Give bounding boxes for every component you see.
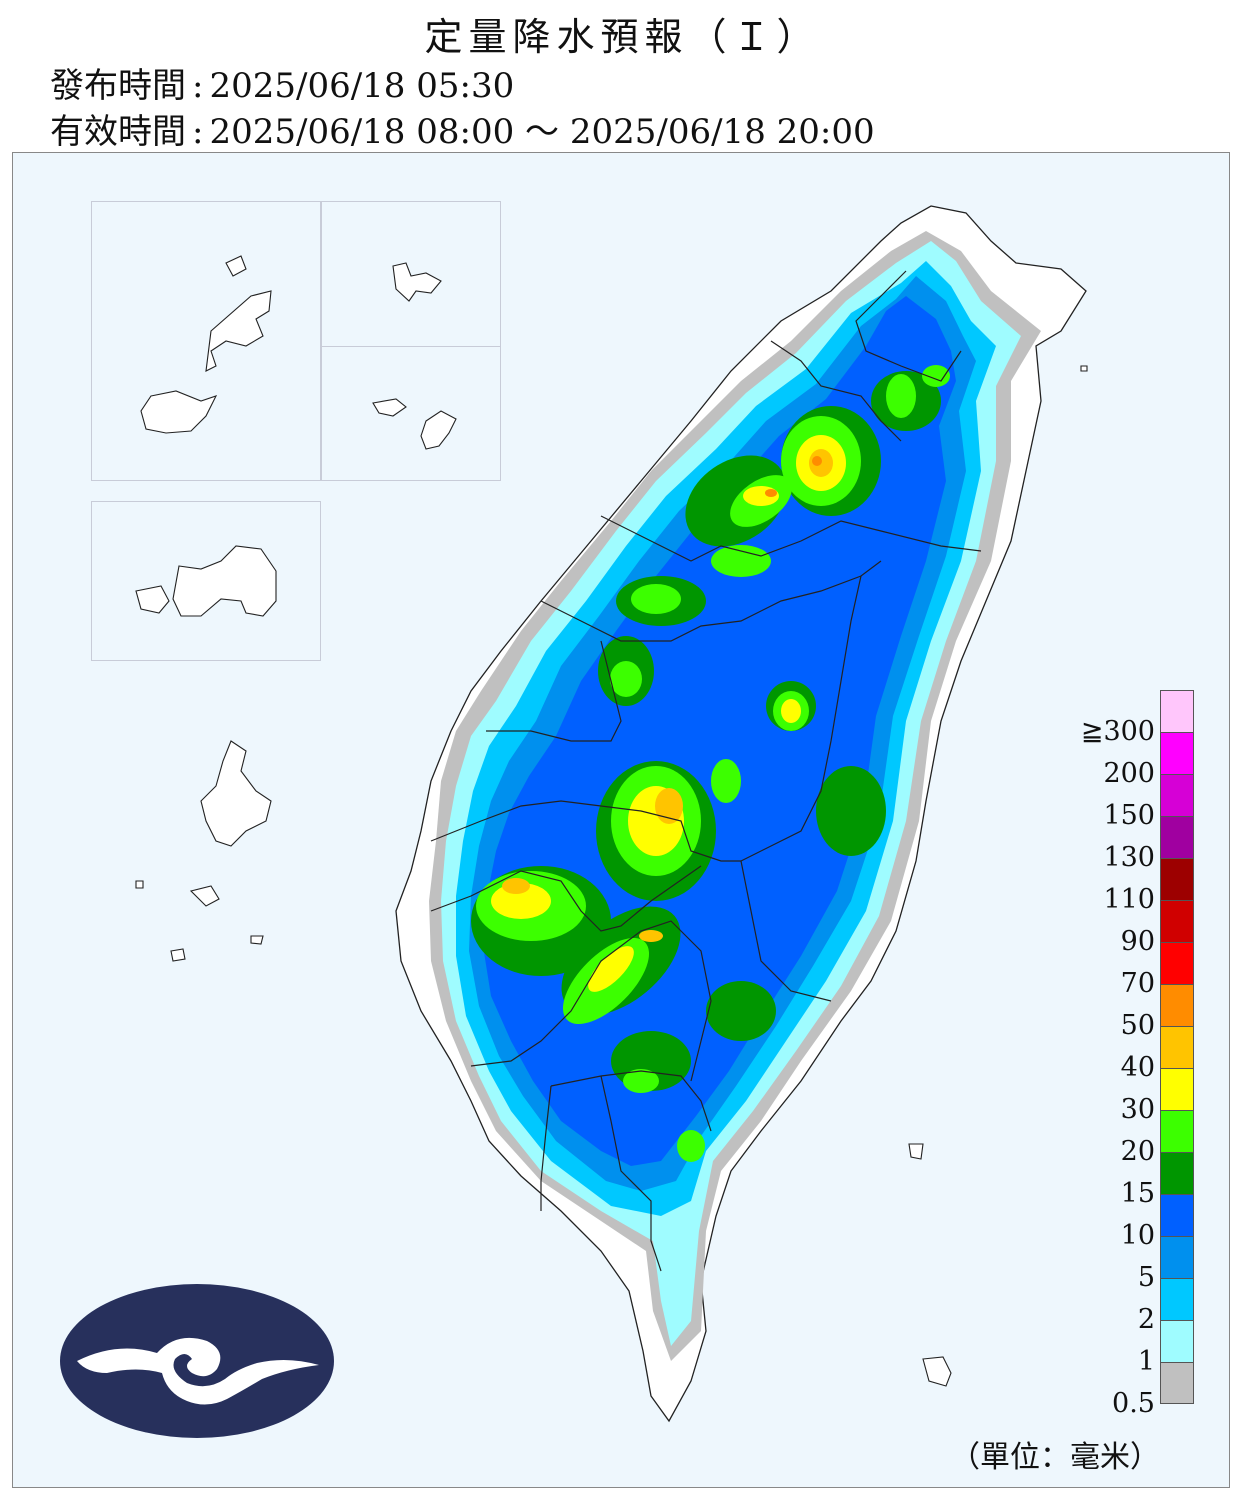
inset-box-lienchiang [321,346,501,481]
legend-label: 50 [1120,1010,1155,1041]
legend-label: 15 [1120,1178,1155,1209]
legend-swatch [1160,1026,1194,1068]
inset-box-matsu [91,201,321,481]
legend-label: ≧300 [1080,716,1155,747]
map-header: 定量降水預報（Ｉ） 發布時間:2025/06/18 05:30 有效時間:202… [0,0,1245,153]
valid-time-end: 2025/06/18 20:00 [569,112,875,152]
penghu-islands [135,740,272,962]
legend-swatch [1160,1236,1194,1278]
legend-swatch [1160,1320,1194,1362]
legend-swatch [1160,1278,1194,1320]
inset-box-kinmen [321,201,501,347]
legend-swatch [1160,816,1194,858]
issue-time-label: 發布時間 [50,66,186,106]
legend-swatch [1160,690,1194,732]
legend-swatch [1160,858,1194,900]
issue-time-line: 發布時間:2025/06/18 05:30 [50,58,514,107]
legend-label: 130 [1103,842,1155,873]
valid-time-start: 2025/06/18 08:00 [209,112,515,152]
legend-label: 30 [1120,1094,1155,1125]
legend-label: 10 [1120,1220,1155,1251]
rain-40mm-cores [502,449,833,942]
legend-label: 5 [1137,1262,1155,1293]
legend-swatch [1160,942,1194,984]
legend-swatch [1160,1194,1194,1236]
legend-label: 2 [1137,1304,1155,1335]
legend-swatch [1160,732,1194,774]
east-islands [908,365,1088,1387]
legend-unit: （單位：毫米） [950,1440,1160,1475]
legend-label: 110 [1103,884,1155,915]
legend-swatch [1160,1110,1194,1152]
issue-time-colon: : [192,66,204,106]
map-frame [12,152,1230,1488]
valid-time-separator: ～ [525,112,560,152]
valid-time-line: 有效時間:2025/06/18 08:00 ～ 2025/06/18 20:00 [50,104,875,153]
inset-wuqiu [135,545,277,617]
inset-box-wuqiu [91,501,321,661]
logo-wave [77,1337,319,1405]
legend-swatch [1160,774,1194,816]
legend-label: 150 [1103,800,1155,831]
legend-swatch [1160,1152,1194,1194]
legend-label: 20 [1120,1136,1155,1167]
legend-swatch [1160,1362,1194,1404]
legend-label: 40 [1120,1052,1155,1083]
valid-time-label: 有效時間 [50,112,186,152]
county-boundaries [430,270,982,1272]
cwa-logo-icon [60,1284,334,1438]
rainfall-legend [1160,690,1196,1404]
legend-swatch [1160,984,1194,1026]
legend-label: 90 [1120,926,1155,957]
legend-label: 200 [1103,758,1155,789]
inset-kinmen [392,262,442,302]
inset-lienchiang [372,398,457,450]
valid-time-colon: : [192,112,204,152]
legend-label: 70 [1120,968,1155,999]
legend-label: 0.5 [1112,1388,1155,1419]
legend-swatch [1160,900,1194,942]
inset-matsu [140,255,272,434]
issue-time-value: 2025/06/18 05:30 [209,66,515,106]
map-title: 定量降水預報（Ｉ） [424,15,821,59]
rainfall-map [135,205,1088,1423]
legend-label: 1 [1137,1346,1155,1377]
rain-50mm-cores [765,456,822,497]
legend-swatch [1160,1068,1194,1110]
